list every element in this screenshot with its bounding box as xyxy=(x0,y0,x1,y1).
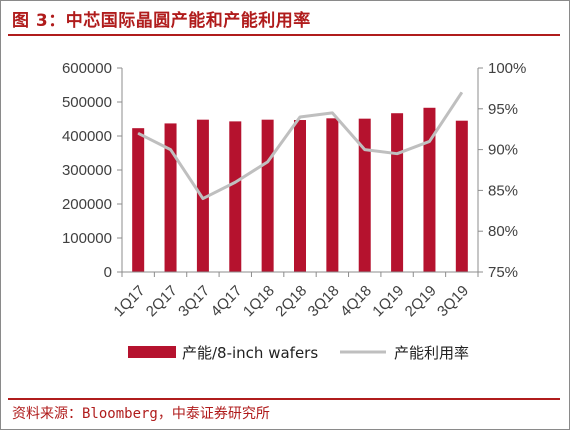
left-tick-label: 600000 xyxy=(62,60,112,77)
x-tick-label: 4Q17 xyxy=(208,282,246,320)
x-tick-label: 3Q17 xyxy=(175,282,213,320)
left-tick-label: 100000 xyxy=(62,230,112,247)
utilization-point xyxy=(299,116,301,118)
x-tick-label: 1Q17 xyxy=(110,282,148,320)
capacity-bar xyxy=(261,119,274,273)
x-tick-label: 4Q18 xyxy=(337,282,375,320)
right-axis: 75% 80% 85% 90% 95% 100% xyxy=(477,60,526,281)
source-note: 资料来源：Bloomberg，中泰证券研究所 xyxy=(12,406,270,422)
left-tick-label: 300000 xyxy=(62,162,112,179)
left-tick-label: 400000 xyxy=(62,128,112,145)
x-tick-label: 1Q18 xyxy=(240,282,278,320)
utilization-point xyxy=(428,140,430,142)
utilization-point xyxy=(137,132,139,134)
capacity-bar xyxy=(358,118,371,272)
utilization-line xyxy=(137,91,464,201)
capacity-bar xyxy=(423,107,436,272)
x-tick-label: 1Q19 xyxy=(369,282,407,320)
legend-bar-swatch xyxy=(128,346,176,358)
capacity-bars xyxy=(132,107,468,273)
x-tick-label: 2Q19 xyxy=(402,282,440,320)
right-tick-label: 90% xyxy=(488,142,518,159)
legend: 产能/8-inch wafers 产能利用率 xyxy=(128,344,469,362)
left-tick-label: 500000 xyxy=(62,94,112,111)
right-tick-label: 75% xyxy=(488,264,518,281)
title-divider xyxy=(8,34,560,36)
x-tick-label: 3Q19 xyxy=(434,282,472,320)
right-tick-label: 80% xyxy=(488,223,518,240)
capacity-bar xyxy=(164,123,177,272)
capacity-bar xyxy=(294,120,306,273)
capacity-bar xyxy=(132,128,145,272)
figure-title: 图 3：中芯国际晶圆产能和产能利用率 xyxy=(12,11,311,31)
capacity-bar xyxy=(391,113,404,272)
footer-divider xyxy=(8,398,560,400)
utilization-point xyxy=(461,91,463,93)
utilization-point xyxy=(331,112,333,114)
right-tick-label: 95% xyxy=(488,101,518,118)
legend-bar-label: 产能/8-inch wafers xyxy=(182,344,318,362)
x-tick-label: 3Q18 xyxy=(305,282,343,320)
right-tick-label: 100% xyxy=(488,60,526,77)
utilization-point xyxy=(202,198,204,200)
legend-line-label: 产能利用率 xyxy=(394,344,469,362)
utilization-point xyxy=(364,149,366,151)
right-tick-label: 85% xyxy=(488,182,518,199)
left-tick-label: 200000 xyxy=(62,196,112,213)
x-axis: 1Q172Q173Q174Q171Q182Q183Q184Q181Q192Q19… xyxy=(110,271,479,320)
capacity-bar xyxy=(326,118,339,272)
utilization-point xyxy=(396,153,398,155)
x-tick-label: 2Q18 xyxy=(272,282,310,320)
utilization-point xyxy=(234,181,236,183)
left-tick-label: 0 xyxy=(104,264,112,281)
utilization-point xyxy=(170,149,172,151)
x-tick-label: 2Q17 xyxy=(143,282,181,320)
capacity-bar xyxy=(229,121,242,272)
capacity-bar xyxy=(455,120,468,272)
utilization-point xyxy=(267,161,269,163)
left-axis: 0 100000 200000 300000 400000 500000 600000 xyxy=(62,60,123,281)
